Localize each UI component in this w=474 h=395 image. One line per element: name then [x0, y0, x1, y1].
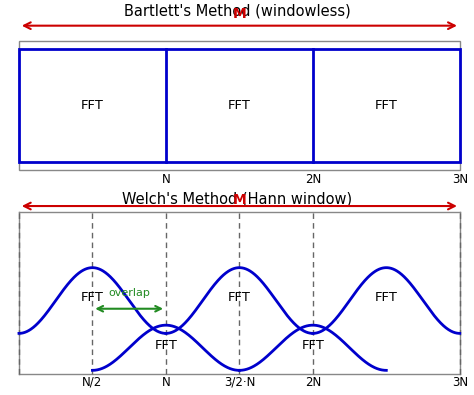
Text: FFT: FFT	[375, 291, 398, 304]
Text: 3N: 3N	[452, 173, 468, 186]
Text: FFT: FFT	[375, 99, 398, 112]
Text: M: M	[232, 193, 246, 207]
Text: 3/2·N: 3/2·N	[224, 376, 255, 389]
Text: M: M	[232, 7, 246, 21]
Text: Welch's Method (Hann window): Welch's Method (Hann window)	[122, 192, 352, 207]
Text: FFT: FFT	[228, 99, 251, 112]
Text: FFT: FFT	[81, 99, 104, 112]
Bar	[19, 41, 460, 170]
Text: N: N	[162, 376, 170, 389]
Text: FFT: FFT	[81, 291, 104, 304]
Text: FFT: FFT	[228, 291, 251, 304]
Text: overlap: overlap	[108, 288, 150, 299]
Text: N: N	[162, 173, 170, 186]
Text: 2N: 2N	[305, 173, 321, 186]
Text: Bartlett's Method (windowless): Bartlett's Method (windowless)	[124, 4, 350, 19]
Text: FFT: FFT	[301, 339, 324, 352]
Bar	[19, 49, 460, 162]
Text: FFT: FFT	[155, 339, 177, 352]
Text: 3N: 3N	[452, 376, 468, 389]
Text: 2N: 2N	[305, 376, 321, 389]
Text: N/2: N/2	[82, 376, 102, 389]
